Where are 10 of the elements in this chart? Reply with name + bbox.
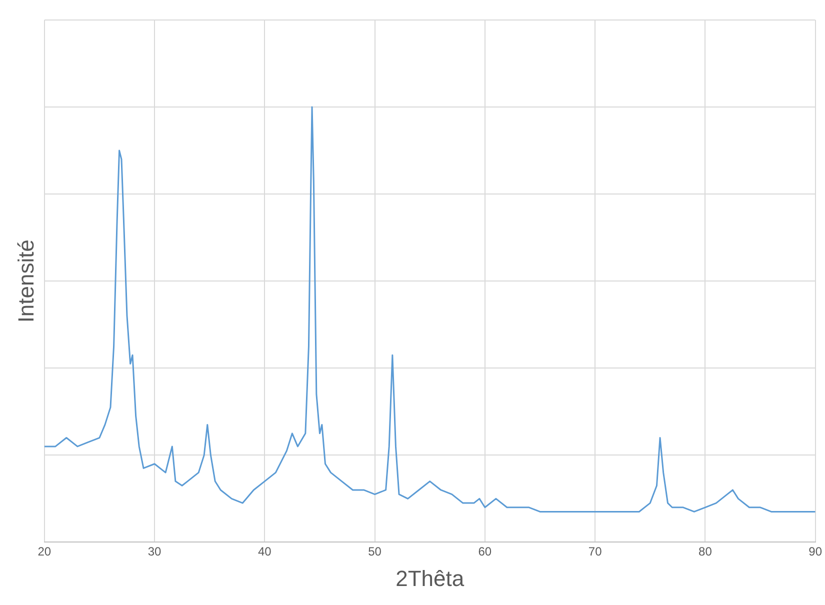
x-tick-label: 40 xyxy=(258,544,272,559)
x-tick-label: 50 xyxy=(368,544,382,559)
y-axis-title: Intensité xyxy=(13,240,38,323)
x-tick-label: 70 xyxy=(588,544,602,559)
x-tick-label: 20 xyxy=(38,544,52,559)
x-axis-title: 2Thêta xyxy=(396,566,465,591)
x-tick-label: 60 xyxy=(478,544,492,559)
x-tick-label: 30 xyxy=(148,544,162,559)
x-tick-label: 80 xyxy=(698,544,712,559)
x-tick-label: 90 xyxy=(808,544,822,559)
